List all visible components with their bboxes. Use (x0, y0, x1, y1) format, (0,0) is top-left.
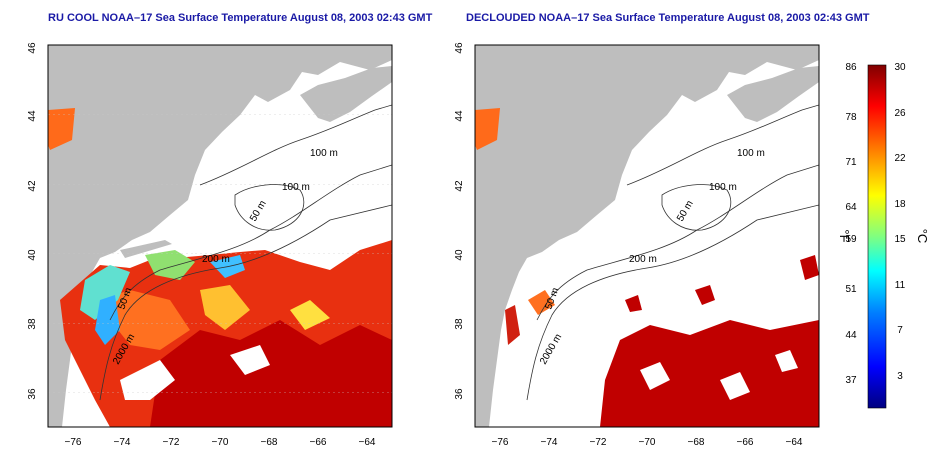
lat-tick-label: 44 (454, 110, 465, 122)
lon-tick-label: −70 (212, 437, 229, 448)
contour-label-100a: 100 m (737, 148, 765, 159)
temperature-colorbar: 86 78 71 64 59 51 44 37 °F 30 26 22 18 1… (837, 62, 930, 409)
lon-tick-label: −74 (114, 437, 131, 448)
lat-tick-label: 42 (27, 180, 38, 192)
lat-axis-ticks: 46 44 42 40 38 36 (454, 42, 465, 400)
right-sst-map: 100 m 100 m 50 m 200 m 2000 m 50 m −76 −… (454, 42, 820, 448)
contour-label-100a: 100 m (310, 148, 338, 159)
fahrenheit-label: °F (837, 229, 852, 242)
celsius-tick: 22 (894, 153, 906, 164)
lon-tick-label: −68 (688, 437, 705, 448)
fahrenheit-tick: 71 (845, 157, 857, 168)
lon-tick-label: −64 (359, 437, 376, 448)
lat-axis-ticks: 46 44 42 40 38 36 (27, 42, 38, 400)
lon-axis-ticks: −76 −74 −72 −70 −68 −66 −64 (492, 437, 803, 448)
lat-tick-label: 44 (27, 110, 38, 122)
celsius-tick: 30 (894, 62, 906, 73)
lat-tick-label: 46 (27, 42, 38, 54)
fahrenheit-tick: 64 (845, 202, 857, 213)
bathymetry-contours (526, 104, 819, 401)
celsius-tick: 15 (894, 234, 906, 245)
lon-tick-label: −74 (541, 437, 558, 448)
lat-tick-label: 38 (454, 318, 465, 330)
lat-tick-label: 40 (27, 249, 38, 261)
sst-data-swath-declouded (475, 108, 819, 427)
fahrenheit-scale: 86 78 71 64 59 51 44 37 (845, 62, 857, 386)
colorbar-gradient (867, 64, 887, 409)
celsius-tick: 11 (895, 280, 906, 291)
celsius-tick: 18 (894, 199, 906, 210)
right-map-title: DECLOUDED NOAA–17 Sea Surface Temperatur… (466, 12, 870, 24)
fahrenheit-tick: 51 (845, 284, 857, 295)
lon-tick-label: −66 (737, 437, 754, 448)
lon-tick-label: −76 (492, 437, 509, 448)
lon-tick-label: −70 (639, 437, 656, 448)
contour-label-100b: 100 m (709, 182, 737, 193)
grid-overlay (48, 45, 392, 427)
land-mass (475, 45, 819, 427)
fahrenheit-tick: 37 (845, 375, 857, 386)
map-frame (474, 44, 820, 428)
bathymetry-contours (99, 104, 392, 401)
contour-label-200: 200 m (629, 254, 657, 265)
lat-tick-label: 36 (454, 388, 465, 400)
lat-tick-label: 36 (27, 388, 38, 400)
lon-tick-label: −68 (261, 437, 278, 448)
lon-axis-ticks: −76 −74 −72 −70 −68 −66 −64 (65, 437, 376, 448)
left-map-title: RU COOL NOAA–17 Sea Surface Temperature … (48, 12, 433, 24)
lat-tick-label: 46 (454, 42, 465, 54)
celsius-tick: 26 (894, 108, 906, 119)
contour-label-100b: 100 m (282, 182, 310, 193)
fahrenheit-tick: 78 (845, 112, 857, 123)
lat-tick-label: 38 (27, 318, 38, 330)
lat-tick-label: 40 (454, 249, 465, 261)
contour-label-200: 200 m (202, 254, 230, 265)
lon-tick-label: −64 (786, 437, 803, 448)
map-frame (47, 44, 393, 428)
lat-tick-label: 42 (454, 180, 465, 192)
nova-scotia (727, 66, 819, 122)
celsius-tick: 7 (897, 325, 903, 336)
lon-tick-label: −72 (163, 437, 180, 448)
fahrenheit-tick: 59 (845, 234, 857, 245)
celsius-tick: 3 (897, 371, 903, 382)
celsius-scale: 30 26 22 18 15 11 7 3 (894, 62, 906, 382)
left-sst-map: 100 m 100 m 50 m 200 m 2000 m 50 m −76 −… (27, 42, 393, 448)
fahrenheit-tick: 44 (845, 330, 857, 341)
fahrenheit-tick: 86 (845, 62, 857, 73)
lon-tick-label: −72 (590, 437, 607, 448)
celsius-label: °C (915, 229, 930, 244)
lon-tick-label: −76 (65, 437, 82, 448)
lon-tick-label: −66 (310, 437, 327, 448)
